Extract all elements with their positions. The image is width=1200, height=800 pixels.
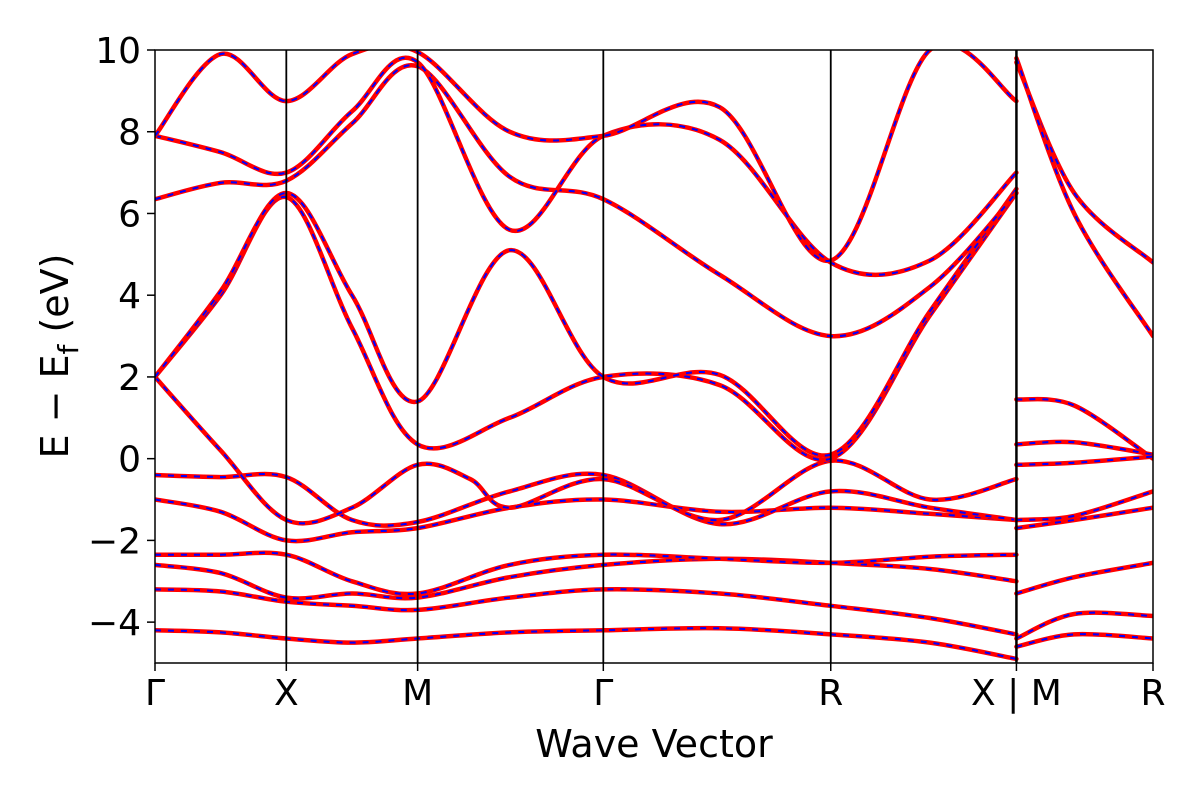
band-line-overlay-4	[155, 551, 1017, 596]
band-line-overlay-2	[155, 588, 1017, 636]
y-tick-label: 8	[118, 113, 141, 154]
y-axis-ticks: −4 −2 0 2 4 6 8 10	[88, 31, 155, 644]
x-tick-label: R	[1140, 673, 1165, 714]
y-tick-label: 4	[118, 276, 141, 317]
plot-frame	[154, 49, 1154, 664]
x-tick-label: M	[402, 673, 433, 714]
band-line-overlay-15	[1016, 455, 1153, 466]
y-tick-label: −2	[88, 521, 141, 562]
band-line-overlay-17	[1016, 506, 1153, 530]
band-line-overlay-11	[155, 56, 1018, 276]
x-axis-ticks: Γ X M Γ R X | M R	[145, 663, 1166, 714]
x-axis-title: Wave Vector	[535, 722, 773, 766]
band-line-overlay-20	[1016, 633, 1153, 648]
band-line-overlay-3	[155, 557, 1017, 600]
y-tick-label: 10	[95, 31, 141, 72]
band-line-overlay-18	[1016, 561, 1153, 595]
band-line-overlay-22	[1015, 57, 1153, 337]
y-axis-title-subscript: f	[52, 343, 85, 354]
band-line-overlay-13	[1016, 398, 1153, 460]
x-tick-label: R	[818, 673, 843, 714]
band-line-overlay-1	[155, 627, 1017, 660]
y-axis-title: E − Ef (eV)	[33, 254, 85, 459]
x-tick-label: Γ	[145, 673, 165, 714]
band-line-12	[155, 50, 1019, 263]
y-tick-label: 0	[118, 440, 141, 481]
band-line-overlay-16	[1016, 490, 1153, 521]
band-line-overlay-19	[1015, 611, 1153, 640]
y-tick-label: 6	[118, 194, 141, 235]
x-tick-label: X	[274, 673, 299, 714]
y-tick-label: 2	[118, 358, 141, 399]
band-line-7	[155, 374, 1019, 526]
kpoint-divider-lines	[285, 50, 1018, 663]
band-line-overlay-9	[155, 188, 1018, 457]
y-tick-label: −4	[88, 603, 141, 644]
y-axis-title-main: E − E	[33, 354, 77, 458]
band-line-overlay-14	[1016, 440, 1153, 456]
x-tick-label: X | M	[971, 673, 1062, 714]
plot-background	[155, 50, 1153, 663]
x-tick-label: Γ	[593, 673, 613, 714]
band-line-overlay-21	[1015, 61, 1153, 264]
y-axis-title-unit: (eV)	[33, 254, 77, 345]
band-line-6	[155, 471, 1019, 528]
